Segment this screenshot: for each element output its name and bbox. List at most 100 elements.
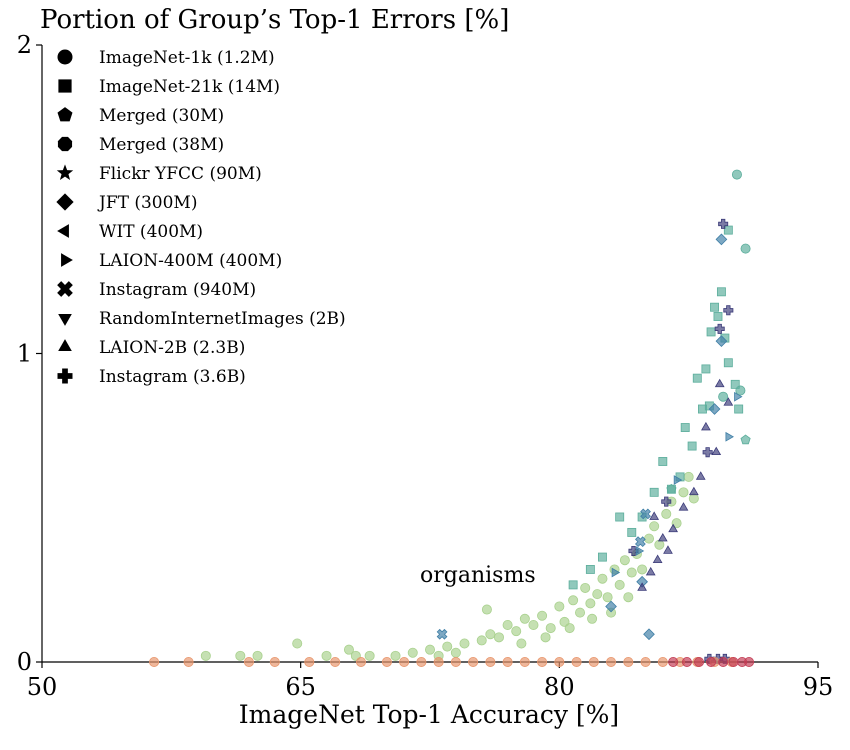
data-point [694,657,705,668]
data-point [476,635,487,646]
y-tick-label: 0 [17,648,32,676]
data-point [734,404,744,414]
annotation-organisms: organisms [420,563,536,588]
data-point [744,657,755,668]
data-point [554,601,565,612]
data-point [588,657,599,668]
data-point [571,657,582,668]
data-point [645,566,656,576]
legend-marker-triangle-up [58,339,72,351]
data-point [687,441,697,451]
data-point [585,565,595,574]
x-tick-label: 50 [27,673,58,701]
data-point [710,302,719,312]
data-point [723,397,734,406]
data-point [424,644,435,655]
data-point [626,567,637,578]
data-point [235,650,246,661]
data-point [711,446,722,456]
data-point [666,483,677,494]
data-point [678,487,689,498]
data-point [714,378,725,388]
legend-marker-circle [57,49,73,65]
data-point [661,496,672,507]
data-point [485,629,496,640]
y-tick-label: 1 [17,340,32,368]
data-point [688,486,699,496]
data-point [611,567,621,578]
data-point [554,657,565,668]
data-point [728,657,739,668]
data-point [619,555,630,566]
legend-label: LAION-2B (2.3B) [99,338,245,358]
data-point [723,358,733,368]
data-point [640,657,651,668]
data-point [702,447,713,458]
legend-marker-square [58,79,72,93]
data-point [661,508,672,519]
legend-marker-pentagon [57,107,73,122]
legend-label: LAION-400M (400M) [99,251,282,271]
data-point [740,243,751,254]
legend-label: RandomInternetImages (2B) [99,309,346,329]
data-point [390,650,401,661]
data-point [623,657,634,668]
data-point [436,628,448,640]
data-point [671,518,682,529]
data-point [723,225,733,235]
data-point [701,364,711,374]
data-point [493,632,504,643]
data-point [644,533,655,544]
legend-marker-triangle-right [61,253,73,267]
data-point [695,471,706,480]
data-point [450,647,461,658]
data-point [649,511,660,520]
data-point [715,335,728,348]
legend-marker-triangle-left [57,224,69,238]
legend-marker-star [56,164,74,180]
data-point [683,471,694,482]
data-point [716,287,726,297]
data-point [640,508,651,520]
chart-title: Portion of Group’s Top-1 Errors [%] [40,5,509,35]
data-point [200,650,211,661]
data-point [706,327,716,337]
legend-label: Flickr YFCC (90M) [99,164,262,184]
legend-label: WIT (400M) [99,222,203,242]
data-point [537,657,548,668]
data-point [658,457,668,466]
data-point [580,582,591,593]
data-point [545,623,556,634]
data-point [511,626,522,637]
data-point [585,598,596,609]
data-points [149,169,755,668]
data-point [731,169,742,180]
data-point [592,589,603,600]
data-point [149,657,160,668]
data-point [304,657,315,668]
data-point [678,502,689,511]
data-point [564,623,575,634]
data-point [343,644,354,655]
data-point [636,575,648,588]
data-point [635,546,645,556]
data-point [292,638,303,649]
data-point [735,385,746,396]
data-point [183,657,194,668]
data-point [730,379,740,389]
legend-label: JFT (300M) [97,193,197,213]
legend-label: ImageNet-1k (1.2M) [99,48,275,68]
legend-marker-plus-filled [57,368,73,384]
data-point [718,391,729,402]
legend-label: Merged (38M) [99,135,224,155]
data-point [597,552,607,562]
data-point [688,493,699,504]
data-point [652,554,663,564]
data-point [718,218,729,229]
data-point [519,657,530,668]
data-point [668,657,679,668]
data-point [269,657,280,668]
data-point [657,532,668,542]
data-point [725,431,734,442]
data-point [364,650,375,661]
